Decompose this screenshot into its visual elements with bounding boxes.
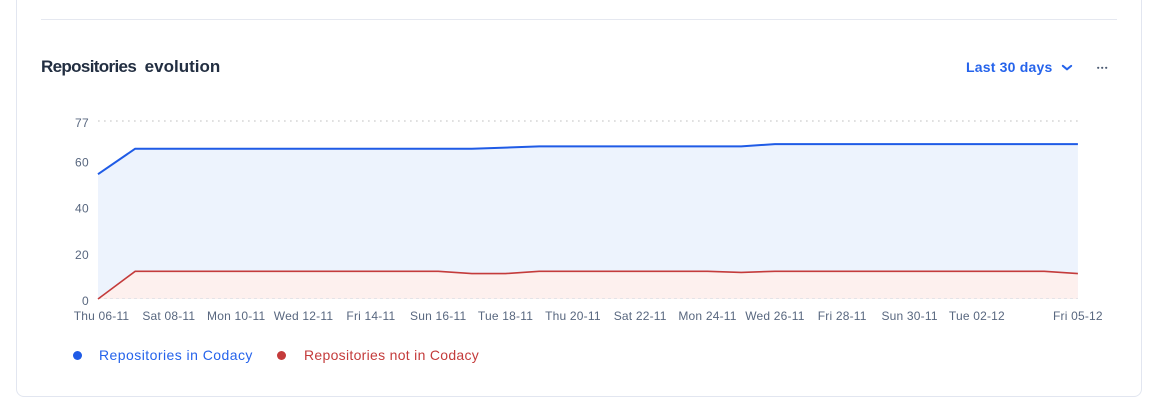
svg-text:0: 0 bbox=[82, 294, 89, 308]
svg-text:Wed 26-11: Wed 26-11 bbox=[745, 309, 805, 323]
svg-text:60: 60 bbox=[75, 155, 89, 169]
svg-text:40: 40 bbox=[75, 202, 89, 216]
svg-text:Sat 22-11: Sat 22-11 bbox=[614, 309, 667, 323]
svg-text:Fri 14-11: Fri 14-11 bbox=[346, 309, 395, 323]
svg-text:Mon 24-11: Mon 24-11 bbox=[678, 309, 736, 323]
svg-text:Wed 12-11: Wed 12-11 bbox=[274, 309, 334, 323]
svg-text:Fri 28-11: Fri 28-11 bbox=[818, 309, 867, 323]
svg-text:77: 77 bbox=[75, 116, 89, 130]
svg-text:Tue 18-11: Tue 18-11 bbox=[478, 309, 533, 323]
svg-text:Sun 16-11: Sun 16-11 bbox=[410, 309, 466, 323]
svg-text:Fri 05-12: Fri 05-12 bbox=[1053, 309, 1103, 323]
svg-text:Thu 06-11: Thu 06-11 bbox=[74, 309, 130, 323]
svg-text:Thu 20-11: Thu 20-11 bbox=[545, 309, 601, 323]
svg-text:20: 20 bbox=[75, 248, 89, 262]
svg-text:Sat 08-11: Sat 08-11 bbox=[142, 309, 195, 323]
svg-text:Sun 30-11: Sun 30-11 bbox=[881, 309, 937, 323]
svg-text:Tue 02-12: Tue 02-12 bbox=[949, 309, 1005, 323]
svg-text:Mon 10-11: Mon 10-11 bbox=[207, 309, 265, 323]
